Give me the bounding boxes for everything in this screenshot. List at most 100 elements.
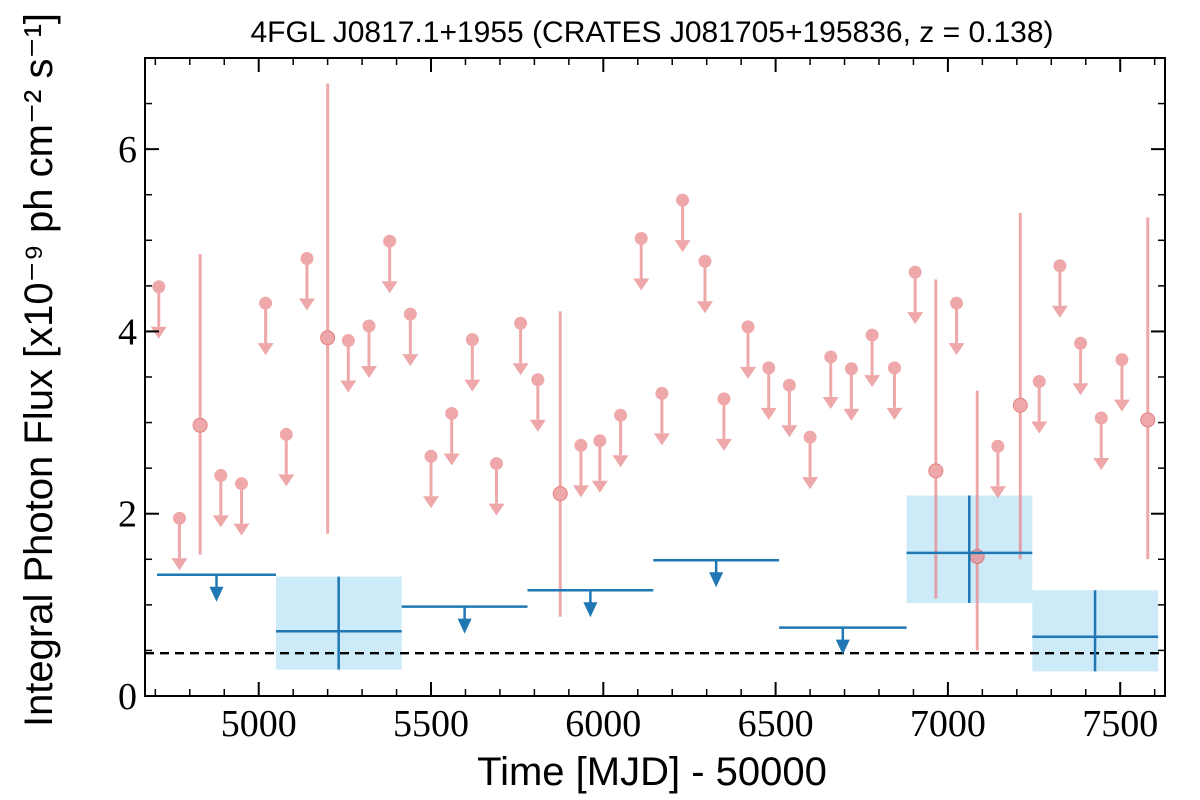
monthly-upper-limit bbox=[989, 439, 1006, 499]
monthly-upper-limit bbox=[674, 193, 691, 253]
monthly-upper-limit bbox=[381, 234, 398, 294]
monthly-detection-point bbox=[552, 486, 568, 502]
monthly-upper-limit bbox=[572, 438, 589, 498]
monthly-upper-limit-point bbox=[762, 361, 776, 375]
monthly-upper-limit-arrowhead bbox=[740, 366, 757, 379]
x-tick-label: 6000 bbox=[565, 703, 641, 745]
monthly-upper-limit bbox=[402, 307, 419, 367]
monthly-upper-limit bbox=[1072, 336, 1089, 396]
x-axis-label: Time [MJD] - 50000 bbox=[477, 750, 827, 794]
monthly-upper-limit-arrowhead bbox=[864, 375, 881, 388]
x-tick-label: 6500 bbox=[738, 703, 814, 745]
monthly-upper-limit-point bbox=[1053, 259, 1067, 273]
monthly-upper-limit bbox=[822, 350, 839, 409]
monthly-upper-limit-arrowhead bbox=[257, 343, 274, 356]
monthly-upper-limit bbox=[340, 334, 357, 393]
monthly-upper-limit-point bbox=[698, 254, 712, 268]
monthly-upper-limit-arrowhead bbox=[512, 363, 529, 376]
monthly-upper-limit-point bbox=[741, 320, 755, 334]
monthly-upper-limit-arrowhead bbox=[612, 455, 629, 468]
monthly-upper-limit-point bbox=[991, 439, 1005, 453]
x-tick-label: 7500 bbox=[1082, 703, 1158, 745]
monthly-upper-limit-point bbox=[574, 438, 588, 452]
monthly-upper-limit-point bbox=[676, 193, 690, 207]
monthly-upper-limit bbox=[740, 320, 757, 379]
monthly-upper-limit-arrowhead bbox=[464, 379, 481, 392]
monthly-detection bbox=[1140, 217, 1156, 560]
plot-area bbox=[145, 83, 1165, 672]
monthly-upper-limit-arrowhead bbox=[591, 480, 608, 493]
axis-ticks: 5000 5500 6000 6500 7000 7500 0 2 4 6 bbox=[118, 58, 1165, 745]
monthly-detection bbox=[320, 83, 336, 534]
monthly-upper-limit-arrowhead bbox=[488, 503, 505, 516]
x-tick-label: 7000 bbox=[910, 703, 986, 745]
yearly-upper-limit-arrowhead bbox=[709, 572, 724, 588]
monthly-upper-limit-arrowhead bbox=[822, 396, 839, 409]
monthly-upper-limit bbox=[715, 392, 732, 451]
monthly-upper-limit-arrowhead bbox=[278, 474, 295, 487]
monthly-upper-limit bbox=[886, 361, 903, 420]
monthly-upper-limit-arrowhead bbox=[1051, 305, 1068, 318]
monthly-upper-limit-point bbox=[403, 307, 417, 321]
monthly-upper-limit-arrowhead bbox=[674, 240, 691, 253]
monthly-detection-point bbox=[969, 549, 985, 565]
monthly-upper-limit-arrowhead bbox=[340, 380, 357, 393]
chart-title: 4FGL J0817.1+1955 (CRATES J081705+195836… bbox=[250, 16, 1053, 49]
monthly-upper-limit bbox=[360, 319, 377, 378]
monthly-upper-limit-point bbox=[259, 296, 273, 310]
monthly-upper-limit-arrowhead bbox=[212, 515, 229, 528]
monthly-upper-limit bbox=[212, 468, 229, 528]
monthly-upper-limit bbox=[1031, 375, 1048, 434]
monthly-upper-limit-point bbox=[279, 427, 293, 441]
monthly-upper-limit bbox=[150, 280, 167, 339]
yearly-upper-limit-arrowhead bbox=[835, 639, 850, 655]
monthly-upper-limit-point bbox=[655, 386, 669, 400]
monthly-upper-limit bbox=[653, 386, 670, 446]
monthly-upper-limit-point bbox=[514, 316, 528, 330]
monthly-upper-limit-point bbox=[634, 231, 648, 245]
monthly-upper-limit-arrowhead bbox=[948, 343, 965, 356]
y-tick-label: 0 bbox=[118, 676, 137, 718]
yearly-upper-limit-arrowhead bbox=[209, 586, 224, 602]
y-tick-label: 4 bbox=[118, 311, 137, 353]
monthly-upper-limit-arrowhead bbox=[760, 407, 777, 420]
monthly-upper-limit-arrowhead bbox=[1113, 399, 1130, 412]
monthly-upper-limit-arrowhead bbox=[715, 438, 732, 451]
monthly-detection-point bbox=[320, 330, 336, 346]
x-tick-label: 5500 bbox=[393, 703, 469, 745]
monthly-upper-limit-arrowhead bbox=[233, 523, 250, 536]
monthly-detection-point bbox=[1012, 397, 1028, 413]
monthly-upper-limit bbox=[257, 296, 274, 356]
monthly-upper-limit-arrowhead bbox=[781, 425, 798, 438]
monthly-upper-limit bbox=[907, 265, 924, 325]
monthly-upper-limit-point bbox=[717, 392, 731, 406]
monthly-upper-limit-point bbox=[341, 334, 355, 348]
monthly-upper-limit-point bbox=[865, 328, 879, 342]
monthly-upper-limit-arrowhead bbox=[1093, 458, 1110, 471]
y-axis-label: Integral Photon Flux [x10⁻⁹ ph cm⁻² s⁻¹] bbox=[17, 13, 61, 727]
monthly-upper-limit-arrowhead bbox=[443, 453, 460, 466]
monthly-upper-limit-point bbox=[172, 511, 186, 525]
monthly-detection bbox=[552, 311, 568, 617]
monthly-upper-limit-arrowhead bbox=[989, 486, 1006, 499]
yearly-upper-limit-arrowhead bbox=[457, 618, 472, 634]
monthly-upper-limit-point bbox=[950, 296, 964, 310]
monthly-detection-point bbox=[928, 463, 944, 479]
monthly-upper-limit-arrowhead bbox=[572, 485, 589, 498]
monthly-upper-limit-arrowhead bbox=[802, 477, 819, 490]
monthly-upper-limit-point bbox=[424, 449, 438, 463]
monthly-upper-limit bbox=[633, 231, 650, 291]
monthly-upper-limit bbox=[802, 430, 819, 490]
monthly-upper-limit bbox=[781, 378, 798, 438]
monthly-upper-limit-point bbox=[803, 430, 817, 444]
monthly-upper-limit-point bbox=[824, 350, 838, 364]
monthly-upper-limit-point bbox=[1115, 353, 1129, 367]
monthly-upper-limit-arrowhead bbox=[150, 326, 167, 339]
monthly-detection bbox=[192, 253, 208, 555]
monthly-upper-limit-arrowhead bbox=[402, 354, 419, 367]
monthly-detection-point bbox=[192, 417, 208, 433]
monthly-upper-limit-point bbox=[1074, 336, 1088, 350]
yearly-upper-limit-arrowhead bbox=[583, 602, 598, 618]
monthly-upper-limit-point bbox=[844, 362, 858, 376]
